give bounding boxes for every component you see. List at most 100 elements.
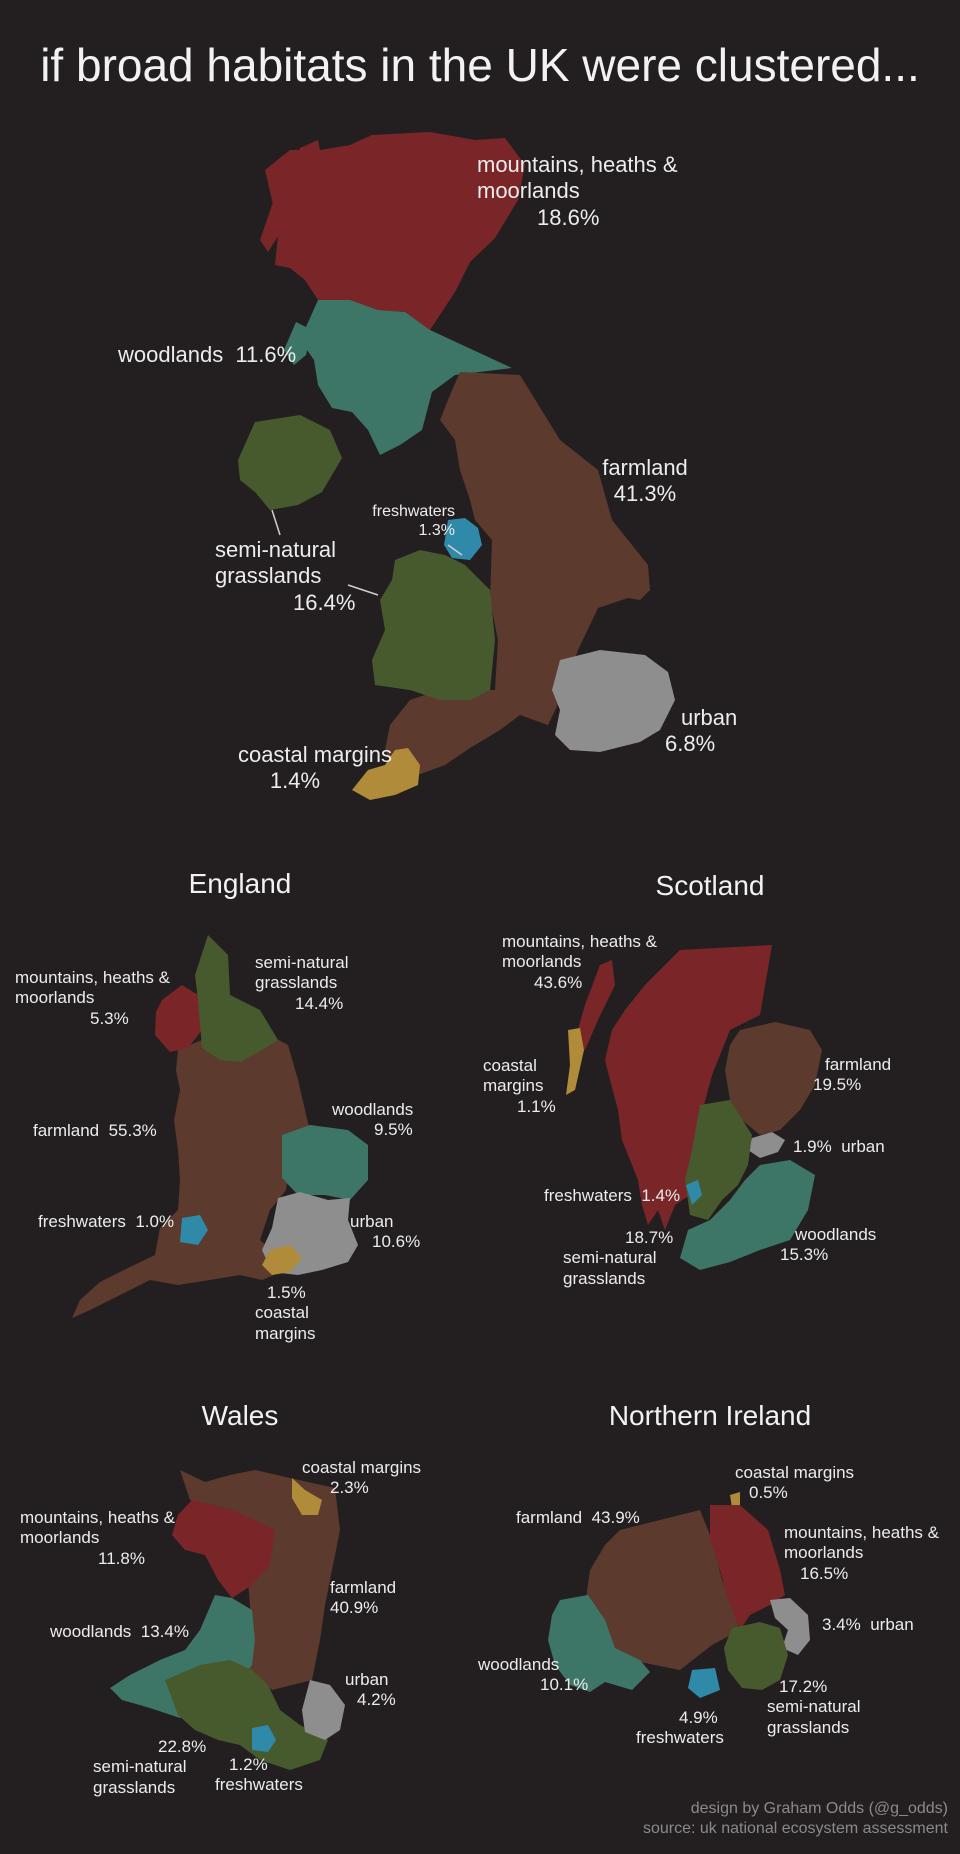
ni-urban-pct: 3.4% [822, 1615, 861, 1634]
scotland-mountains-region [605, 945, 772, 1230]
ni-farmland-label: farmland 43.9% [516, 1508, 640, 1528]
ni-coastal-name: coastal margins [735, 1463, 855, 1482]
ni-coastal-region [730, 1492, 740, 1508]
scotland-woodlands-region [680, 1160, 815, 1270]
england-freshwaters-name: freshwaters [38, 1212, 126, 1231]
wales-coastal-pct: 2.3% [330, 1478, 369, 1498]
wales-farmland-pct: 40.9% [330, 1598, 379, 1618]
uk-farmland-name: farmland [602, 455, 688, 480]
scotland-mountains-label: mountains, heaths & moorlands 43.6% [502, 932, 657, 993]
uk-urban-region [552, 650, 675, 752]
scotland-grasslands-name: semi-natural [563, 1248, 657, 1268]
wales-grasslands-name2: grasslands [93, 1777, 176, 1797]
ni-freshwaters-region [688, 1668, 720, 1698]
scotland-mountains-pct: 43.6% [534, 972, 583, 992]
england-mountains-region [155, 985, 202, 1052]
england-urban-pct: 10.6% [372, 1232, 421, 1252]
wales-heading: Wales [201, 1400, 279, 1431]
england-mountains-name: mountains, heaths & [15, 968, 170, 987]
england-woodlands-label: woodlands 9.5% [332, 1100, 413, 1141]
ni-mountains-label: mountains, heaths & moorlands 16.5% [784, 1523, 939, 1584]
uk-farmland-label: farmland 41.3% [590, 455, 700, 508]
england-coastal-region [262, 1245, 302, 1275]
scotland-freshwaters-pct: 1.4% [641, 1186, 681, 1205]
ni-grasslands-pct: 17.2% [779, 1677, 828, 1696]
ni-woodlands-name: woodlands [478, 1655, 560, 1674]
england-urban-name: urban [350, 1212, 394, 1231]
ni-urban-name: urban [870, 1615, 914, 1634]
uk-mountains-region [265, 132, 525, 330]
ni-coastal-pct: 0.5% [749, 1483, 788, 1503]
wales-map [110, 1470, 345, 1770]
uk-grasslands-leader-wales [347, 584, 379, 596]
ni-grasslands-region [724, 1622, 788, 1690]
uk-coastal-pct: 1.4% [269, 768, 321, 794]
scotland-woodlands-pct: 15.3% [780, 1245, 829, 1265]
wales-farmland-name: farmland [330, 1578, 397, 1597]
uk-woodlands-islay [284, 322, 312, 365]
wales-mountains-pct: 11.8% [98, 1548, 145, 1568]
ni-freshwaters-label: 4.9% freshwaters [636, 1708, 724, 1749]
ni-urban-label: 3.4% urban [822, 1615, 914, 1635]
wales-mountains-name2: moorlands [20, 1528, 100, 1548]
england-freshwaters-pct: 1.0% [135, 1212, 175, 1231]
ni-woodlands-label: woodlands 10.1% [478, 1655, 588, 1696]
england-grasslands-pct: 14.4% [295, 993, 344, 1013]
scotland-hebrides [575, 960, 615, 1050]
scotland-woodlands-name: woodlands [795, 1225, 877, 1244]
england-farmland-region [72, 1030, 312, 1318]
england-mountains-name2: moorlands [15, 988, 95, 1008]
england-grasslands-name: semi-natural [255, 953, 349, 972]
scotland-coastal-pct: 1.1% [517, 1096, 556, 1116]
england-heading: England [188, 868, 292, 899]
scotland-urban-region [748, 1132, 785, 1158]
scotland-grasslands-label: 18.7% semi-natural grasslands [563, 1228, 673, 1289]
scotland-grasslands-region [685, 1100, 752, 1220]
wales-farmland-label: farmland 40.9% [330, 1578, 396, 1619]
ni-mountains-region [710, 1505, 785, 1630]
ni-urban-region [770, 1598, 810, 1655]
ni-heading: Northern Ireland [608, 1400, 812, 1431]
wales-grasslands-pct: 22.8% [158, 1737, 207, 1756]
scotland-freshwaters-region [686, 1180, 702, 1205]
england-farmland-name: farmland [33, 1121, 100, 1140]
scotland-farmland-name: farmland [825, 1055, 892, 1074]
uk-ni-grasslands [238, 415, 342, 510]
england-grasslands-region [195, 935, 278, 1062]
england-urban-label: urban 10.6% [350, 1212, 420, 1253]
wales-mountains-region [172, 1500, 275, 1598]
uk-coastal-name: coastal margins [237, 742, 393, 767]
uk-coastal-label: coastal margins 1.4% [205, 742, 425, 795]
ni-mountains-name: mountains, heaths & [784, 1523, 939, 1542]
england-coastal-label: 1.5% coastal margins [255, 1283, 315, 1344]
ni-freshwaters-pct: 4.9% [679, 1708, 718, 1727]
uk-woodlands-region [300, 300, 512, 455]
wales-woodlands-name: woodlands [50, 1622, 132, 1641]
wales-mountains-label: mountains, heaths & moorlands 11.8% [20, 1508, 175, 1569]
scotland-farmland-label: farmland 19.5% [813, 1055, 891, 1096]
wales-coastal-region [292, 1478, 322, 1515]
england-map [72, 935, 368, 1318]
scotland-farmland-region [725, 1022, 822, 1135]
england-woodlands-name: woodlands [332, 1100, 414, 1119]
ni-farmland-name: farmland [516, 1508, 583, 1527]
scotland-freshwaters-label: freshwaters 1.4% [544, 1186, 680, 1206]
scotland-coastal-label: coastal margins 1.1% [483, 1056, 556, 1117]
england-coastal-pct: 1.5% [267, 1283, 306, 1302]
uk-farmland-region [385, 372, 650, 778]
england-freshwaters-region [180, 1215, 208, 1245]
wales-urban-name: urban [345, 1670, 389, 1689]
uk-farmland-pct: 41.3% [613, 481, 677, 507]
england-freshwaters-label: freshwaters 1.0% [38, 1212, 174, 1232]
uk-mountains-name2: moorlands [477, 178, 580, 204]
scotland-grasslands-name2: grasslands [563, 1268, 646, 1288]
england-farmland-label: farmland 55.3% [33, 1121, 157, 1141]
scotland-mountains-name2: moorlands [502, 952, 582, 972]
wales-urban-label: urban 4.2% [345, 1670, 396, 1711]
scotland-coastal-region [566, 1028, 584, 1095]
england-coastal-name: coastal [255, 1303, 309, 1323]
england-mountains-label: mountains, heaths & moorlands 5.3% [15, 968, 170, 1029]
uk-urban-pct: 6.8% [665, 731, 716, 757]
ni-woodlands-pct: 10.1% [540, 1675, 589, 1695]
